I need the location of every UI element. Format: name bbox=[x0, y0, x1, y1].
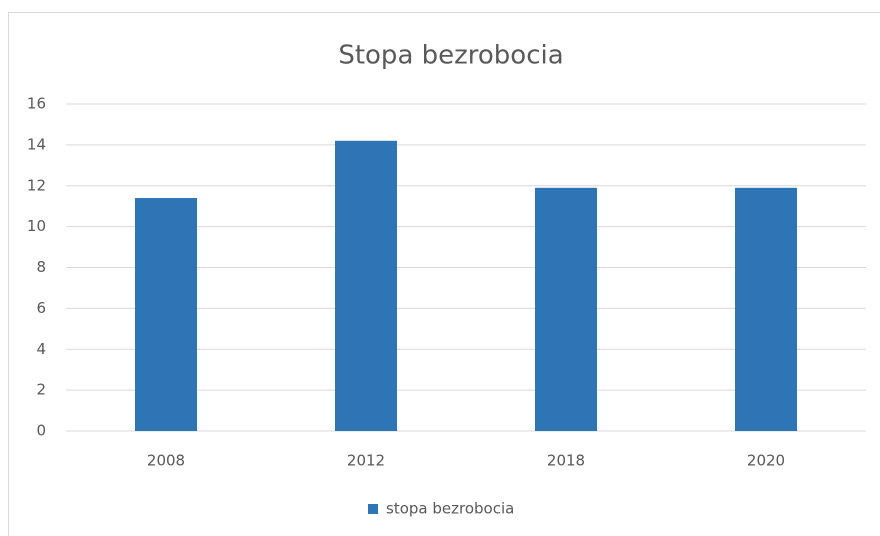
x-tick-label: 2012 bbox=[347, 452, 385, 470]
bar bbox=[335, 140, 397, 431]
bar bbox=[535, 187, 597, 431]
y-tick-label: 6 bbox=[36, 299, 46, 317]
y-tick-label: 14 bbox=[27, 135, 46, 153]
y-tick-label: 16 bbox=[27, 95, 46, 113]
x-tick-label: 2008 bbox=[147, 452, 185, 470]
legend-swatch bbox=[368, 504, 378, 514]
x-tick-label: 2020 bbox=[747, 452, 785, 470]
legend-label: stopa bezrobocia bbox=[386, 500, 514, 518]
bar bbox=[135, 198, 197, 431]
y-tick-label: 12 bbox=[27, 176, 46, 194]
y-tick-label: 0 bbox=[36, 422, 46, 440]
chart-title: Stopa bezrobocia bbox=[338, 41, 563, 71]
y-tick-label: 2 bbox=[36, 381, 46, 399]
y-tick-label: 8 bbox=[36, 258, 46, 276]
bar bbox=[735, 187, 797, 431]
x-tick-label: 2018 bbox=[547, 452, 585, 470]
y-tick-label: 10 bbox=[27, 217, 46, 235]
y-tick-label: 4 bbox=[36, 340, 46, 358]
